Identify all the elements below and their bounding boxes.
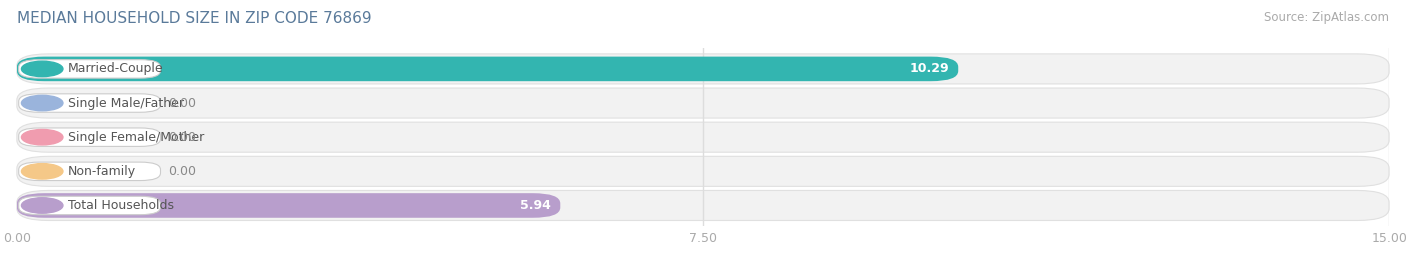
Text: 0.00: 0.00	[167, 131, 195, 144]
FancyBboxPatch shape	[17, 193, 560, 218]
Text: Single Female/Mother: Single Female/Mother	[67, 131, 204, 144]
Text: 10.29: 10.29	[910, 62, 949, 75]
Circle shape	[21, 198, 63, 213]
FancyBboxPatch shape	[17, 54, 1389, 84]
FancyBboxPatch shape	[18, 162, 160, 180]
Text: Source: ZipAtlas.com: Source: ZipAtlas.com	[1264, 11, 1389, 24]
Text: 5.94: 5.94	[520, 199, 551, 212]
FancyBboxPatch shape	[18, 60, 160, 78]
Text: 0.00: 0.00	[167, 97, 195, 109]
FancyBboxPatch shape	[17, 156, 1389, 186]
Text: Married-Couple: Married-Couple	[67, 62, 163, 75]
Text: Single Male/Father: Single Male/Father	[67, 97, 184, 109]
Text: Total Households: Total Households	[67, 199, 173, 212]
Text: MEDIAN HOUSEHOLD SIZE IN ZIP CODE 76869: MEDIAN HOUSEHOLD SIZE IN ZIP CODE 76869	[17, 11, 371, 26]
Circle shape	[21, 61, 63, 77]
FancyBboxPatch shape	[17, 88, 1389, 118]
FancyBboxPatch shape	[17, 122, 1389, 152]
Circle shape	[21, 129, 63, 145]
FancyBboxPatch shape	[18, 196, 160, 215]
FancyBboxPatch shape	[17, 56, 959, 81]
FancyBboxPatch shape	[18, 94, 160, 112]
FancyBboxPatch shape	[18, 128, 160, 146]
Circle shape	[21, 164, 63, 179]
FancyBboxPatch shape	[17, 190, 1389, 221]
Circle shape	[21, 95, 63, 111]
Text: 0.00: 0.00	[167, 165, 195, 178]
Text: Non-family: Non-family	[67, 165, 135, 178]
